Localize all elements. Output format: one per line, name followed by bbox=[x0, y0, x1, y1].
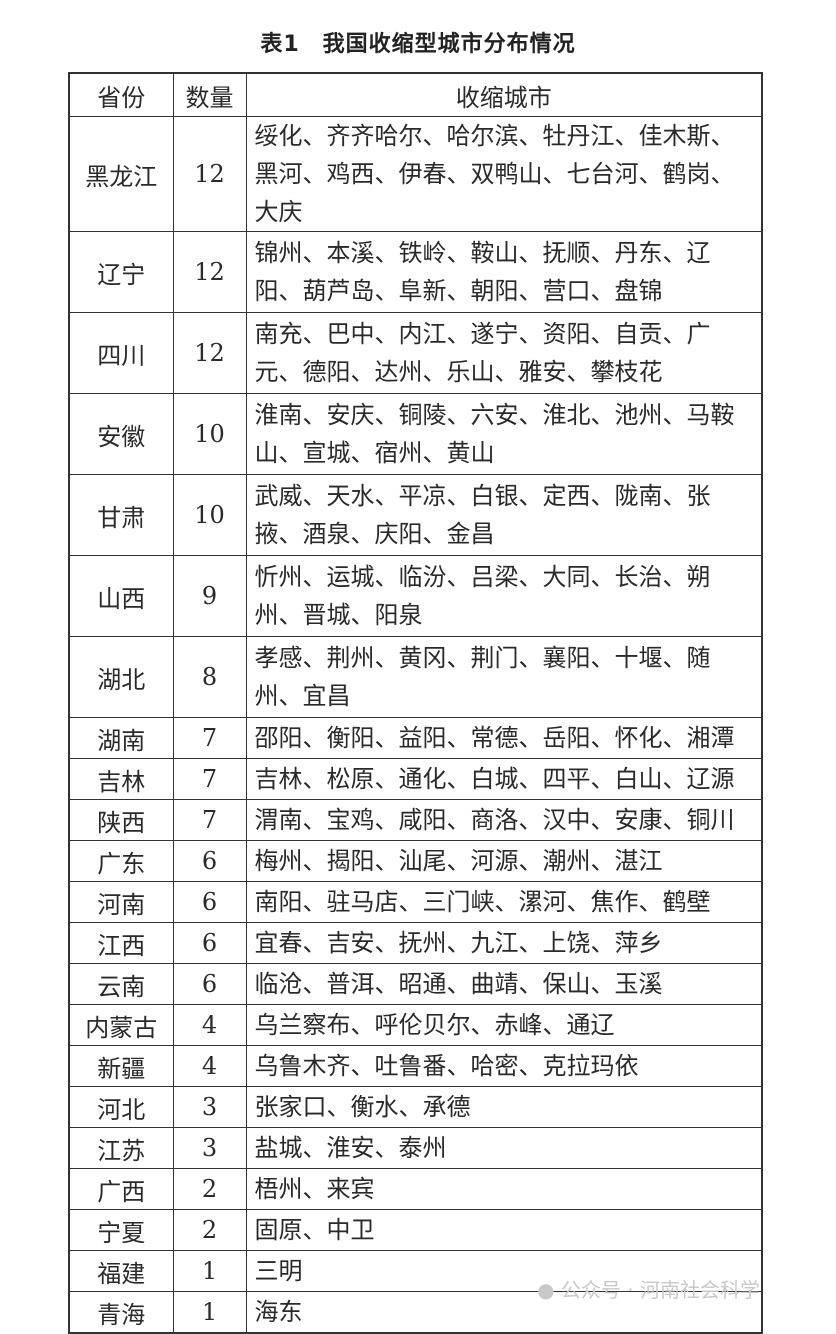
count-cell: 2 bbox=[172, 1168, 247, 1210]
table-row: 广东 6 梅州、揭阳、汕尾、河源、潮州、湛江 bbox=[68, 840, 763, 882]
table-row: 湖北 8 孝感、荆州、黄冈、荆门、襄阳、十堰、随州、宜昌 bbox=[68, 636, 763, 718]
table-row: 江苏 3 盐城、淮安、泰州 bbox=[68, 1127, 763, 1169]
count-cell: 6 bbox=[172, 881, 247, 923]
province-cell: 河北 bbox=[68, 1086, 174, 1128]
count-cell: 1 bbox=[172, 1250, 247, 1292]
province-cell: 山西 bbox=[68, 555, 174, 637]
province-cell: 黑龙江 bbox=[68, 116, 174, 232]
cities-cell: 乌鲁木齐、吐鲁番、哈密、克拉玛依 bbox=[245, 1045, 763, 1087]
table-row: 吉林 7 吉林、松原、通化、白城、四平、白山、辽源 bbox=[68, 758, 763, 800]
province-cell: 安徽 bbox=[68, 393, 174, 475]
table-row: 湖南 7 邵阳、衡阳、益阳、常德、岳阳、怀化、湘潭 bbox=[68, 717, 763, 759]
table-row: 宁夏 2 固原、中卫 bbox=[68, 1209, 763, 1251]
cities-cell: 绥化、齐齐哈尔、哈尔滨、牡丹江、佳木斯、黑河、鸡西、伊春、双鸭山、七台河、鹤岗、… bbox=[245, 116, 763, 232]
count-cell: 9 bbox=[172, 555, 247, 637]
count-cell: 12 bbox=[172, 312, 247, 394]
province-cell: 辽宁 bbox=[68, 231, 174, 313]
count-cell: 6 bbox=[172, 963, 247, 1005]
table-row: 河北 3 张家口、衡水、承德 bbox=[68, 1086, 763, 1128]
count-cell: 4 bbox=[172, 1004, 247, 1046]
count-cell: 7 bbox=[172, 717, 247, 759]
cities-cell: 三明 bbox=[245, 1250, 763, 1292]
count-cell: 2 bbox=[172, 1209, 247, 1251]
province-cell: 江西 bbox=[68, 922, 174, 964]
shrinking-cities-table: 省份 数量 收缩城市 黑龙江 12 绥化、齐齐哈尔、哈尔滨、牡丹江、佳木斯、黑河、鸡… bbox=[68, 72, 763, 1334]
province-cell: 内蒙古 bbox=[68, 1004, 174, 1046]
count-cell: 8 bbox=[172, 636, 247, 718]
cities-cell: 忻州、运城、临汾、吕梁、大同、长治、朔州、晋城、阳泉 bbox=[245, 555, 763, 637]
table-title: 表1 我国收缩型城市分布情况 bbox=[260, 32, 576, 57]
cities-cell: 孝感、荆州、黄冈、荆门、襄阳、十堰、随州、宜昌 bbox=[245, 636, 763, 718]
header-count: 数量 bbox=[172, 72, 247, 117]
province-cell: 青海 bbox=[68, 1291, 174, 1334]
cities-cell: 盐城、淮安、泰州 bbox=[245, 1127, 763, 1169]
province-cell: 新疆 bbox=[68, 1045, 174, 1087]
province-cell: 广西 bbox=[68, 1168, 174, 1210]
cities-cell: 南充、巴中、内江、遂宁、资阳、自贡、广元、德阳、达州、乐山、雅安、攀枝花 bbox=[245, 312, 763, 394]
province-cell: 云南 bbox=[68, 963, 174, 1005]
cities-cell: 锦州、本溪、铁岭、鞍山、抚顺、丹东、辽阳、葫芦岛、阜新、朝阳、营口、盘锦 bbox=[245, 231, 763, 313]
table-row: 河南 6 南阳、驻马店、三门峡、漯河、焦作、鹤壁 bbox=[68, 881, 763, 923]
cities-cell: 宜春、吉安、抚州、九江、上饶、萍乡 bbox=[245, 922, 763, 964]
province-cell: 湖北 bbox=[68, 636, 174, 718]
header-province: 省份 bbox=[68, 72, 174, 117]
table-row: 陕西 7 渭南、宝鸡、咸阳、商洛、汉中、安康、铜川 bbox=[68, 799, 763, 841]
count-cell: 6 bbox=[172, 840, 247, 882]
cities-cell: 淮南、安庆、铜陵、六安、淮北、池州、马鞍山、宣城、宿州、黄山 bbox=[245, 393, 763, 475]
cities-cell: 邵阳、衡阳、益阳、常德、岳阳、怀化、湘潭 bbox=[245, 717, 763, 759]
count-cell: 7 bbox=[172, 799, 247, 841]
table-row: 四川 12 南充、巴中、内江、遂宁、资阳、自贡、广元、德阳、达州、乐山、雅安、攀枝花 bbox=[68, 312, 763, 394]
count-cell: 10 bbox=[172, 393, 247, 475]
table-row: 黑龙江 12 绥化、齐齐哈尔、哈尔滨、牡丹江、佳木斯、黑河、鸡西、伊春、双鸭山、七台… bbox=[68, 116, 763, 232]
count-cell: 3 bbox=[172, 1127, 247, 1169]
cities-cell: 渭南、宝鸡、咸阳、商洛、汉中、安康、铜川 bbox=[245, 799, 763, 841]
cities-cell: 乌兰察布、呼伦贝尔、赤峰、通辽 bbox=[245, 1004, 763, 1046]
count-cell: 6 bbox=[172, 922, 247, 964]
province-cell: 江苏 bbox=[68, 1127, 174, 1169]
cities-cell: 武威、天水、平凉、白银、定西、陇南、张掖、酒泉、庆阳、金昌 bbox=[245, 474, 763, 556]
cities-cell: 梧州、来宾 bbox=[245, 1168, 763, 1210]
count-cell: 7 bbox=[172, 758, 247, 800]
cities-cell: 临沧、普洱、昭通、曲靖、保山、玉溪 bbox=[245, 963, 763, 1005]
header-cities: 收缩城市 bbox=[245, 72, 763, 117]
table-row: 福建 1 三明 bbox=[68, 1250, 763, 1292]
province-cell: 吉林 bbox=[68, 758, 174, 800]
table-row: 云南 6 临沧、普洱、昭通、曲靖、保山、玉溪 bbox=[68, 963, 763, 1005]
table-row: 辽宁 12 锦州、本溪、铁岭、鞍山、抚顺、丹东、辽阳、葫芦岛、阜新、朝阳、营口、盘锦 bbox=[68, 231, 763, 313]
table-row: 新疆 4 乌鲁木齐、吐鲁番、哈密、克拉玛依 bbox=[68, 1045, 763, 1087]
count-cell: 12 bbox=[172, 231, 247, 313]
watermark: ● 公众号 · 河南社会科学 bbox=[537, 1278, 760, 1302]
province-cell: 湖南 bbox=[68, 717, 174, 759]
province-cell: 宁夏 bbox=[68, 1209, 174, 1251]
count-cell: 12 bbox=[172, 116, 247, 232]
cities-cell: 固原、中卫 bbox=[245, 1209, 763, 1251]
table-row: 山西 9 忻州、运城、临汾、吕梁、大同、长治、朔州、晋城、阳泉 bbox=[68, 555, 763, 637]
table-row: 江西 6 宜春、吉安、抚州、九江、上饶、萍乡 bbox=[68, 922, 763, 964]
province-cell: 陕西 bbox=[68, 799, 174, 841]
count-cell: 4 bbox=[172, 1045, 247, 1087]
table-row: 广西 2 梧州、来宾 bbox=[68, 1168, 763, 1210]
table-row: 安徽 10 淮南、安庆、铜陵、六安、淮北、池州、马鞍山、宣城、宿州、黄山 bbox=[68, 393, 763, 475]
count-cell: 10 bbox=[172, 474, 247, 556]
cities-cell: 张家口、衡水、承德 bbox=[245, 1086, 763, 1128]
province-cell: 广东 bbox=[68, 840, 174, 882]
table-row: 内蒙古 4 乌兰察布、呼伦贝尔、赤峰、通辽 bbox=[68, 1004, 763, 1046]
province-cell: 福建 bbox=[68, 1250, 174, 1292]
table-row: 甘肃 10 武威、天水、平凉、白银、定西、陇南、张掖、酒泉、庆阳、金昌 bbox=[68, 474, 763, 556]
cities-cell: 梅州、揭阳、汕尾、河源、潮州、湛江 bbox=[245, 840, 763, 882]
province-cell: 河南 bbox=[68, 881, 174, 923]
cities-cell: 吉林、松原、通化、白城、四平、白山、辽源 bbox=[245, 758, 763, 800]
province-cell: 甘肃 bbox=[68, 474, 174, 556]
count-cell: 1 bbox=[172, 1291, 247, 1334]
header-row: 省份 数量 收缩城市 bbox=[68, 72, 763, 117]
count-cell: 3 bbox=[172, 1086, 247, 1128]
wechat-icon: ● bbox=[537, 1278, 555, 1302]
province-cell: 四川 bbox=[68, 312, 174, 394]
cities-cell: 南阳、驻马店、三门峡、漯河、焦作、鹤壁 bbox=[245, 881, 763, 923]
